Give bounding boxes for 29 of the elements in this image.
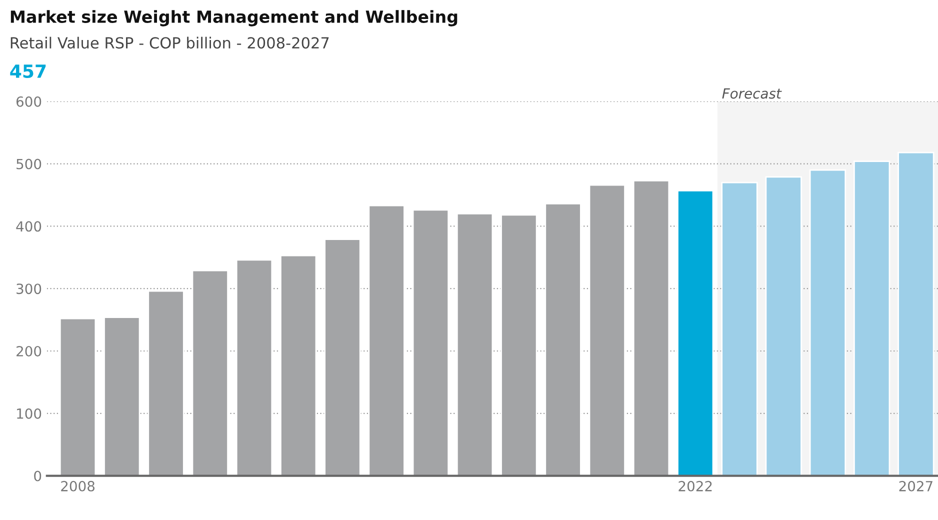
bar <box>588 184 626 476</box>
y-tick-label: 500 <box>16 158 42 170</box>
bar <box>412 209 450 476</box>
y-tick-label: 100 <box>17 408 42 419</box>
chart-title: Market size Weight Management and Wellbeing <box>10 10 458 26</box>
x-tick-label: 2027 <box>899 480 932 492</box>
bar <box>632 180 670 476</box>
bar <box>236 259 273 476</box>
y-tick-label: 400 <box>16 221 42 232</box>
x-tick-label: 2022 <box>678 480 712 492</box>
bar <box>368 204 405 476</box>
bar <box>148 290 184 476</box>
text: 457 <box>10 64 46 78</box>
bar <box>192 270 228 476</box>
bar <box>280 254 317 476</box>
bar <box>677 190 714 476</box>
y-tick-label: 300 <box>16 284 42 294</box>
bar <box>59 318 96 476</box>
bar <box>324 238 361 476</box>
band-label: Forecast <box>722 88 782 99</box>
y-tick-label: 200 <box>16 346 42 356</box>
bar <box>544 203 582 476</box>
x-tick-label: 2008 <box>61 480 94 492</box>
y-tick-label: 0 <box>34 470 42 482</box>
bar <box>500 214 538 476</box>
y-tick-label: 600 <box>16 96 42 107</box>
bar <box>104 316 140 476</box>
bar <box>456 213 494 476</box>
chart-subtitle: Retail Value RSP - COP billion - 2008-2027 <box>10 36 329 49</box>
